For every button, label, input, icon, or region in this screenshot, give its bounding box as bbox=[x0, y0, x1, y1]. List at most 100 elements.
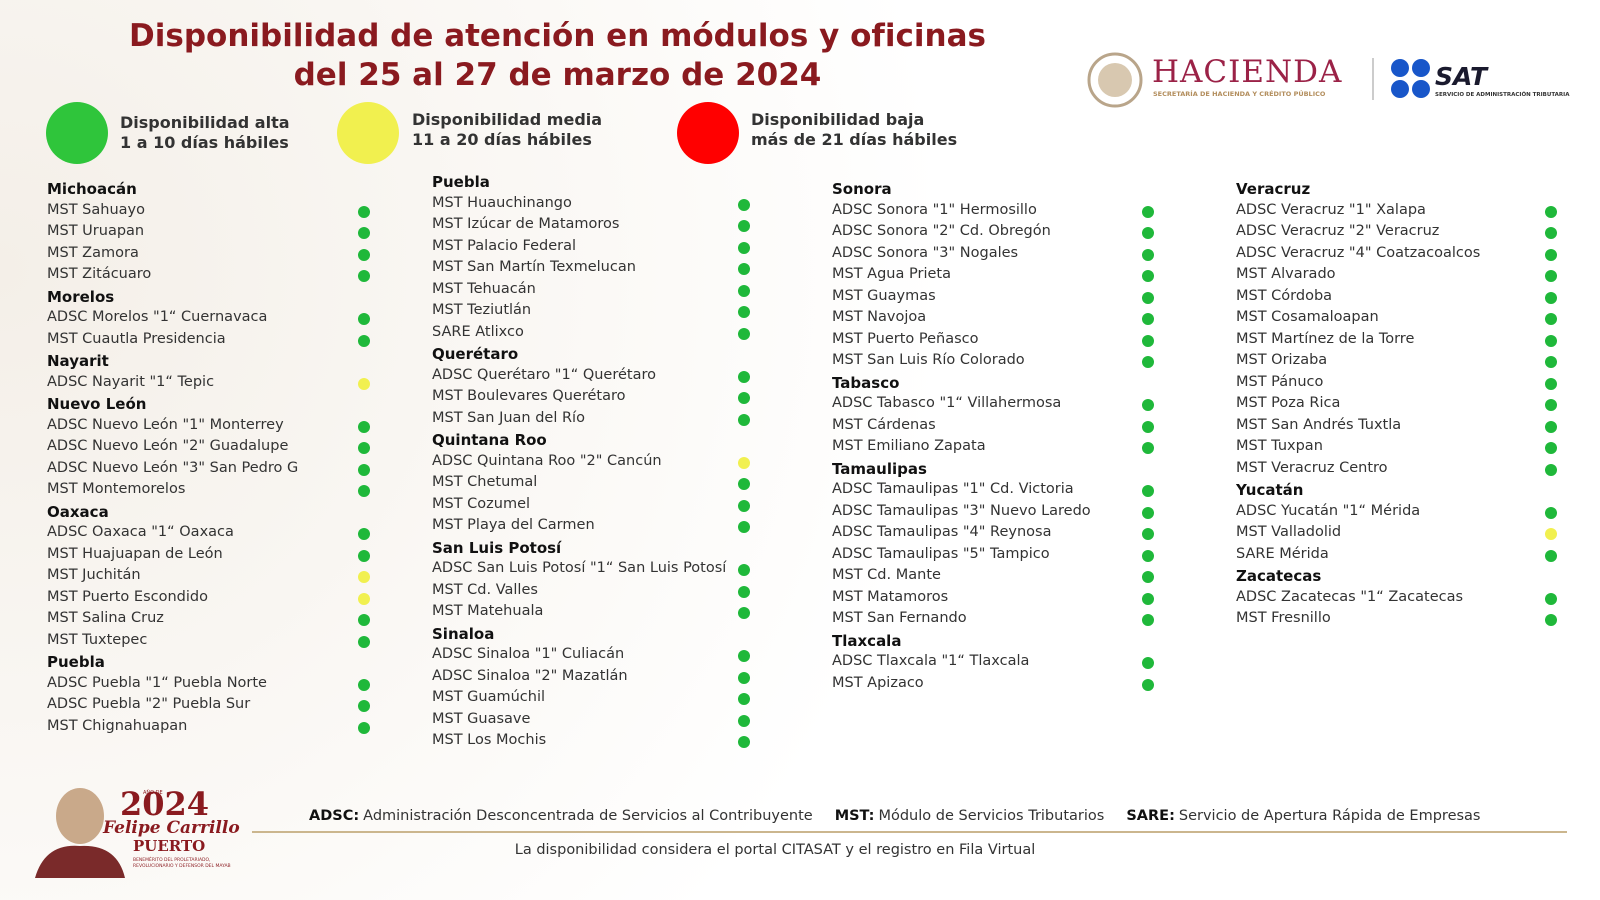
state-heading: Nayarit bbox=[47, 352, 109, 370]
availability-dot bbox=[1142, 334, 1154, 347]
hacienda-subtitle: SECRETARÍA DE HACIENDA Y CRÉDITO PÚBLICO bbox=[1153, 90, 1326, 98]
availability-dot bbox=[738, 370, 750, 383]
office-name: ADSC Tamaulipas "1" Cd. Victoria bbox=[832, 481, 1074, 497]
availability-dot bbox=[738, 413, 750, 426]
office-name: MST San Andrés Tuxtla bbox=[1236, 416, 1402, 433]
state-heading: Nuevo León bbox=[47, 395, 147, 413]
availability-dot bbox=[1545, 248, 1557, 261]
state-heading: Puebla bbox=[47, 653, 105, 671]
office-name: MST Fresnillo bbox=[1236, 610, 1331, 626]
availability-dot bbox=[738, 521, 750, 533]
office-name: MST Cuautla Presidencia bbox=[47, 330, 226, 347]
office-name: ADSC Veracruz "2" Veracruz bbox=[1236, 223, 1440, 239]
availability-dot bbox=[1545, 356, 1557, 368]
office-name: MST Los Mochis bbox=[432, 732, 547, 748]
availability-dot bbox=[358, 420, 370, 433]
office-name: MST Cosamaloapan bbox=[1236, 309, 1379, 325]
availability-dot bbox=[358, 442, 370, 454]
availability-dot bbox=[1142, 485, 1154, 497]
availability-dot bbox=[738, 693, 750, 705]
availability-dot bbox=[1142, 399, 1154, 411]
availability-dot bbox=[738, 284, 750, 297]
availability-dot bbox=[738, 306, 750, 318]
emblem-motto: BENEMÉRITO DEL PROLETARIADO, REVOLUCIONA… bbox=[133, 858, 231, 869]
availability-dot bbox=[738, 478, 750, 490]
emblem-surname: PUERTO bbox=[133, 837, 206, 855]
office-name: ADSC Querétaro "1“ Querétaro bbox=[432, 366, 656, 383]
office-name: ADSC Sinaloa "1" Culiacán bbox=[432, 646, 625, 662]
availability-dot bbox=[1545, 463, 1557, 476]
legend-dot bbox=[46, 102, 108, 164]
note-text: La disponibilidad considera el portal CI… bbox=[514, 842, 1036, 858]
state-heading: Zacatecas bbox=[1236, 567, 1322, 585]
availability-dot bbox=[1545, 506, 1557, 519]
availability-dot bbox=[738, 714, 750, 727]
glossary-term: ADSC: bbox=[309, 808, 360, 824]
availability-dot bbox=[1142, 205, 1154, 218]
state-heading: Puebla bbox=[432, 173, 490, 191]
availability-dot bbox=[738, 263, 750, 275]
office-name: ADSC San Luis Potosí "1“ San Luis Potosí bbox=[432, 560, 727, 576]
availability-dot bbox=[358, 549, 370, 562]
footer-note: La disponibilidad considera el portal CI… bbox=[0, 842, 1600, 858]
availability-dot bbox=[738, 499, 750, 512]
office-name: MST Martínez de la Torre bbox=[1236, 330, 1415, 347]
availability-dot bbox=[1545, 313, 1557, 325]
office-name: ADSC Sonora "1" Hermosillo bbox=[832, 201, 1037, 218]
availability-dot bbox=[738, 736, 750, 748]
office-name: MST Veracruz Centro bbox=[1236, 459, 1388, 476]
office-name: MST Agua Prieta bbox=[832, 266, 951, 282]
availability-dot bbox=[1142, 592, 1154, 605]
office-name: MST Emiliano Zapata bbox=[832, 438, 986, 454]
office-name: ADSC Nuevo León "3" San Pedro G bbox=[47, 459, 299, 476]
office-name: SARE Atlixco bbox=[432, 323, 524, 340]
emblem-year: 2024 bbox=[120, 785, 210, 823]
office-name: ADSC Quintana Roo "2" Cancún bbox=[432, 452, 662, 469]
availability-dot bbox=[1545, 205, 1557, 218]
office-name: MST Cárdenas bbox=[832, 416, 936, 433]
availability-dot bbox=[358, 614, 370, 626]
legend-label: Disponibilidad media bbox=[412, 110, 603, 129]
office-name: ADSC Nuevo León "2" Guadalupe bbox=[47, 438, 289, 454]
office-name: MST Guaymas bbox=[832, 287, 936, 304]
office-name: MST San Luis Río Colorado bbox=[832, 352, 1025, 368]
legend-dot bbox=[337, 102, 399, 164]
legend-label: Disponibilidad alta bbox=[120, 113, 290, 132]
availability-dot bbox=[358, 571, 370, 583]
availability-dot bbox=[358, 313, 370, 325]
office-name: ADSC Nayarit "1“ Tepic bbox=[47, 373, 215, 390]
availability-dot bbox=[738, 671, 750, 684]
office-name: MST Pánuco bbox=[1236, 373, 1324, 390]
office-name: MST Cd. Valles bbox=[432, 581, 538, 598]
availability-dot bbox=[358, 485, 370, 497]
availability-dot bbox=[738, 650, 750, 662]
availability-dot bbox=[1142, 571, 1154, 583]
office-name: MST Palacio Federal bbox=[432, 237, 577, 254]
office-name: ADSC Sinaloa "2" Mazatlán bbox=[432, 667, 628, 684]
office-name: MST Matehuala bbox=[432, 603, 544, 619]
emblem-name: Felipe Carrillo bbox=[103, 818, 240, 838]
availability-dot bbox=[1142, 657, 1154, 669]
office-name: SARE Mérida bbox=[1236, 545, 1329, 562]
office-name: ADSC Tlaxcala "1“ Tlaxcala bbox=[832, 653, 1030, 669]
hacienda-logo: HACIENDA bbox=[1152, 54, 1343, 90]
portrait bbox=[35, 788, 125, 878]
availability-dot bbox=[1545, 399, 1557, 411]
office-name: MST Cozumel bbox=[432, 495, 531, 512]
office-name: MST Córdoba bbox=[1236, 287, 1333, 304]
mexico-seal bbox=[1087, 52, 1143, 108]
availability-dot bbox=[1142, 420, 1154, 433]
availability-dot bbox=[1142, 356, 1154, 368]
office-name: ADSC Veracruz "4" Coatzacoalcos bbox=[1236, 244, 1481, 261]
office-name: ADSC Yucatán "1“ Mérida bbox=[1236, 502, 1421, 519]
glossary-entry: MST: Módulo de Servicios Tributarios bbox=[835, 808, 1105, 824]
state-heading: Michoacán bbox=[47, 180, 137, 198]
office-name: ADSC Tabasco "1“ Villahermosa bbox=[832, 395, 1062, 411]
availability-dot bbox=[738, 456, 750, 469]
office-name: ADSC Puebla "2" Puebla Sur bbox=[47, 696, 251, 712]
availability-dot bbox=[1142, 442, 1154, 454]
availability-dot bbox=[738, 241, 750, 254]
state-heading: Querétaro bbox=[432, 345, 519, 363]
office-name: MST Matamoros bbox=[832, 588, 949, 605]
